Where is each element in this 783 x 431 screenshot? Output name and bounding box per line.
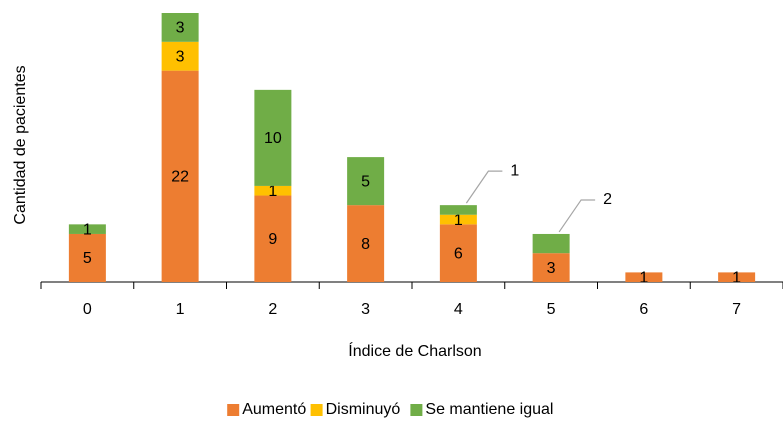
data-label: 6	[454, 245, 463, 262]
legend-swatch	[310, 404, 323, 416]
y-axis-title: Cantidad de pacientes	[12, 65, 29, 224]
bar-segment	[254, 89, 292, 186]
x-tick-label: 0	[83, 301, 92, 318]
x-tick-label: 3	[361, 301, 370, 318]
bar-segment	[161, 13, 199, 42]
data-label: 3	[176, 48, 185, 65]
legend-label: Aumentó	[242, 401, 306, 418]
data-label: 1	[83, 221, 92, 238]
bar-segment	[347, 157, 385, 206]
x-tick-label: 7	[732, 301, 741, 318]
x-tick-label: 4	[454, 301, 463, 318]
x-tick-label: 5	[547, 301, 556, 318]
data-label: 5	[83, 250, 92, 267]
bar-segment	[68, 224, 106, 234]
x-axis-title: Índice de Charlson	[348, 341, 481, 360]
data-label: 8	[361, 236, 370, 253]
legend-label: Se mantiene igual	[425, 401, 553, 418]
bar-segment	[161, 41, 199, 71]
bar-segment	[347, 205, 385, 282]
bar-segment	[439, 224, 477, 282]
data-label: 9	[268, 231, 277, 248]
data-label: 1	[454, 212, 463, 229]
bar-segment	[532, 253, 570, 282]
bar-segment	[254, 195, 292, 282]
bar-segment	[625, 272, 663, 282]
data-label: 2	[603, 191, 612, 208]
x-tick-label: 1	[176, 301, 185, 318]
data-label: 3	[176, 20, 185, 37]
data-label: 10	[264, 130, 282, 147]
data-label: 1	[639, 269, 648, 286]
data-label: 3	[547, 260, 556, 277]
bar-segment	[68, 233, 106, 282]
legend-label: Disminuyó	[326, 401, 401, 418]
bar-segment	[161, 70, 199, 283]
bar-segment	[718, 272, 756, 282]
data-label: 1	[732, 269, 741, 286]
bar-segment	[254, 185, 292, 196]
data-label: 22	[171, 169, 189, 186]
x-tick-label: 6	[639, 301, 648, 318]
bar-segment	[532, 233, 570, 254]
bar-segment	[439, 214, 477, 225]
x-tick-label: 2	[268, 301, 277, 318]
legend-swatch	[410, 404, 423, 416]
leader-line	[558, 199, 596, 233]
data-label: 1	[268, 183, 277, 200]
data-label: 1	[510, 162, 519, 179]
data-label: 5	[361, 173, 370, 190]
legend-swatch	[227, 404, 240, 416]
leader-line	[465, 170, 503, 204]
bar-segment	[439, 205, 477, 215]
